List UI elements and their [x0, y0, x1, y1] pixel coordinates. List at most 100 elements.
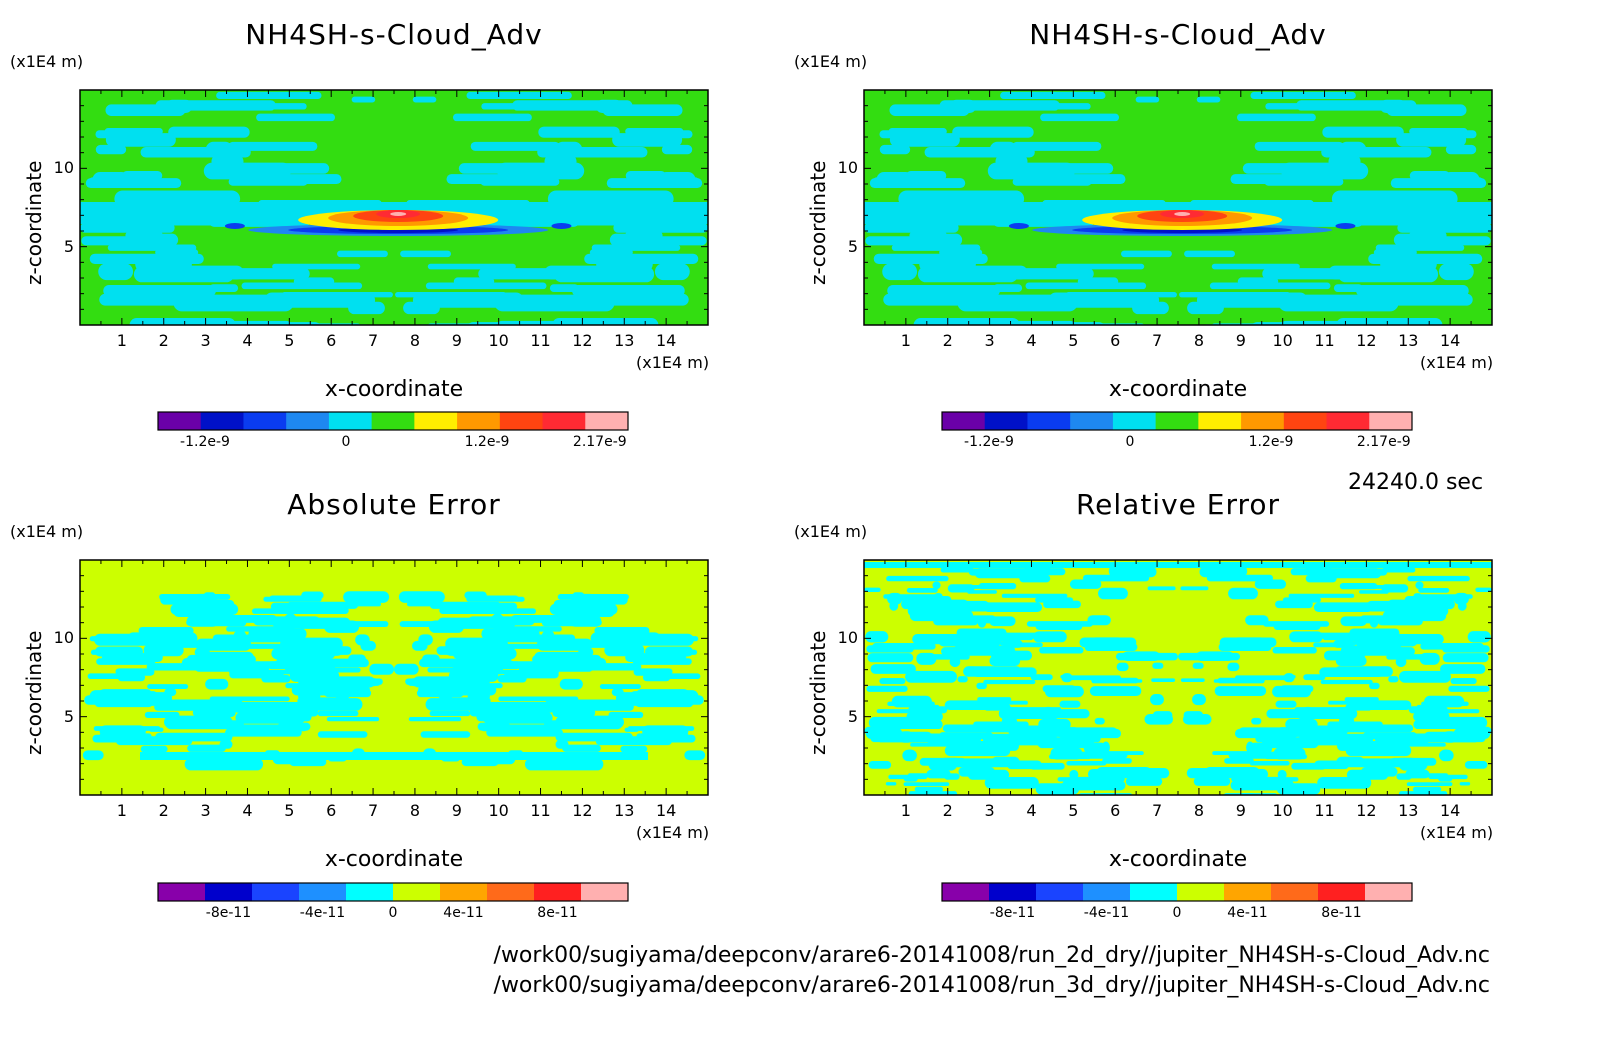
- x-tick-label: 2: [942, 331, 953, 350]
- field-bottom-left: [80, 560, 708, 795]
- y-tick-label: 10: [53, 158, 74, 178]
- colorbar-swatch: [1224, 883, 1272, 901]
- x-tick-label: 8: [1193, 331, 1205, 350]
- colorbar-swatch: [1027, 412, 1071, 430]
- y-tick-label: 5: [847, 236, 858, 256]
- file-path-2d: /work00/sugiyama/deepconv/arare6-2014100…: [493, 943, 1490, 968]
- x-tick-label: 12: [572, 331, 593, 350]
- panel-title: Absolute Error: [287, 488, 501, 521]
- x-tick-label: 5: [1068, 331, 1079, 350]
- y-tick-label: 5: [847, 706, 858, 726]
- x-tick-label: 6: [326, 801, 337, 820]
- colorbar-swatch: [1155, 412, 1199, 430]
- x-tick-label: 14: [655, 331, 677, 350]
- colorbar-tick-label: 4e-11: [1227, 905, 1268, 921]
- colorbar-swatch: [1271, 883, 1319, 901]
- colorbar-swatch: [414, 412, 458, 430]
- colorbar-swatch: [252, 883, 300, 901]
- x-axis-label: x-coordinate: [324, 377, 464, 402]
- x-tick-label: 8: [409, 331, 421, 350]
- colorbar-swatch: [440, 883, 488, 901]
- x-tick-label: 4: [242, 801, 253, 820]
- colorbar-swatch: [457, 412, 501, 430]
- x-tick-label: 7: [1151, 331, 1163, 350]
- colorbar-tick-label: -4e-11: [299, 905, 346, 921]
- panel-top-left: [79, 89, 709, 326]
- colorbar-tick-label: -1.2e-9: [180, 434, 230, 450]
- panel-top-right: [863, 89, 1493, 326]
- x-tick-label: 9: [1235, 801, 1246, 820]
- time-label: 24240.0 sec: [1348, 470, 1484, 495]
- colorbar-swatch: [243, 412, 287, 430]
- x-axis-label: x-coordinate: [1108, 377, 1248, 402]
- y-tick-label: 5: [63, 706, 74, 726]
- x-tick-label: 8: [409, 801, 421, 820]
- panel-title: NH4SH-s-Cloud_Adv: [245, 18, 543, 51]
- colorbar-tick-label: 8e-11: [1321, 905, 1362, 921]
- colorbar-swatch: [499, 412, 544, 430]
- file-path-3d: /work00/sugiyama/deepconv/arare6-2014100…: [493, 973, 1490, 998]
- colorbar-bottom-right: [941, 882, 1413, 902]
- colorbar-swatch: [346, 883, 394, 901]
- x-tick-label: 11: [1314, 331, 1335, 350]
- y-axis-label: z-coordinate: [806, 160, 830, 285]
- x-tick-label: 1: [116, 801, 127, 820]
- x-tick-label: 12: [1356, 801, 1377, 820]
- x-tick-label: 3: [200, 331, 211, 350]
- colorbar-swatch: [984, 412, 1028, 430]
- colorbar-swatch: [158, 883, 206, 901]
- x-tick-label: 2: [158, 331, 169, 350]
- x-tick-label: 10: [1272, 801, 1293, 820]
- colorbar-swatch: [542, 412, 586, 430]
- colorbar-swatch: [1369, 412, 1413, 430]
- y-unit-label: (x1E4 m): [10, 522, 84, 541]
- colorbar-swatch: [286, 412, 330, 430]
- y-unit-label: (x1E4 m): [10, 52, 84, 71]
- x-tick-label: 9: [451, 331, 462, 350]
- x-unit-label: (x1E4 m): [636, 353, 710, 372]
- colorbar-tick-label: 1.2e-9: [1248, 434, 1294, 450]
- colorbar-bottom-left: [157, 882, 629, 902]
- x-tick-label: 2: [158, 801, 169, 820]
- x-tick-label: 12: [572, 801, 593, 820]
- field-top-left: [80, 90, 708, 325]
- x-tick-label: 13: [614, 331, 635, 350]
- panel-title: NH4SH-s-Cloud_Adv: [1029, 18, 1327, 51]
- colorbar-swatch: [989, 883, 1037, 901]
- colorbar-swatch: [581, 883, 629, 901]
- x-tick-label: 14: [1439, 331, 1461, 350]
- colorbar-swatch: [1083, 883, 1131, 901]
- x-tick-label: 11: [530, 801, 551, 820]
- x-tick-label: 5: [284, 801, 295, 820]
- x-tick-label: 10: [488, 801, 509, 820]
- colorbar-swatch: [1283, 412, 1328, 430]
- colorbar-swatch: [1241, 412, 1285, 430]
- colorbar-swatch: [1198, 412, 1242, 430]
- colorbar-tick-label: 0: [341, 434, 351, 450]
- x-tick-label: 1: [900, 801, 911, 820]
- x-tick-label: 14: [1439, 801, 1461, 820]
- x-unit-label: (x1E4 m): [636, 823, 710, 842]
- x-unit-label: (x1E4 m): [1420, 823, 1494, 842]
- x-tick-label: 6: [1110, 801, 1121, 820]
- x-tick-label: 13: [614, 801, 635, 820]
- colorbar-tick-label: 2.17e-9: [572, 434, 627, 450]
- x-tick-label: 8: [1193, 801, 1205, 820]
- colorbar-tick-label: 0: [388, 905, 398, 921]
- x-unit-label: (x1E4 m): [1420, 353, 1494, 372]
- x-tick-label: 3: [984, 801, 995, 820]
- x-tick-label: 9: [1235, 331, 1246, 350]
- x-tick-label: 10: [488, 331, 509, 350]
- colorbar-swatch: [1318, 883, 1366, 901]
- x-tick-label: 12: [1356, 331, 1377, 350]
- x-tick-label: 10: [1272, 331, 1293, 350]
- colorbar-swatch: [1112, 412, 1157, 430]
- colorbar-tick-label: 8e-11: [537, 905, 578, 921]
- x-tick-label: 5: [284, 331, 295, 350]
- colorbar-tick-label: 2.17e-9: [1356, 434, 1411, 450]
- x-tick-label: 2: [942, 801, 953, 820]
- y-axis-label: z-coordinate: [806, 630, 830, 755]
- colorbar-tick-label: -8e-11: [989, 905, 1036, 921]
